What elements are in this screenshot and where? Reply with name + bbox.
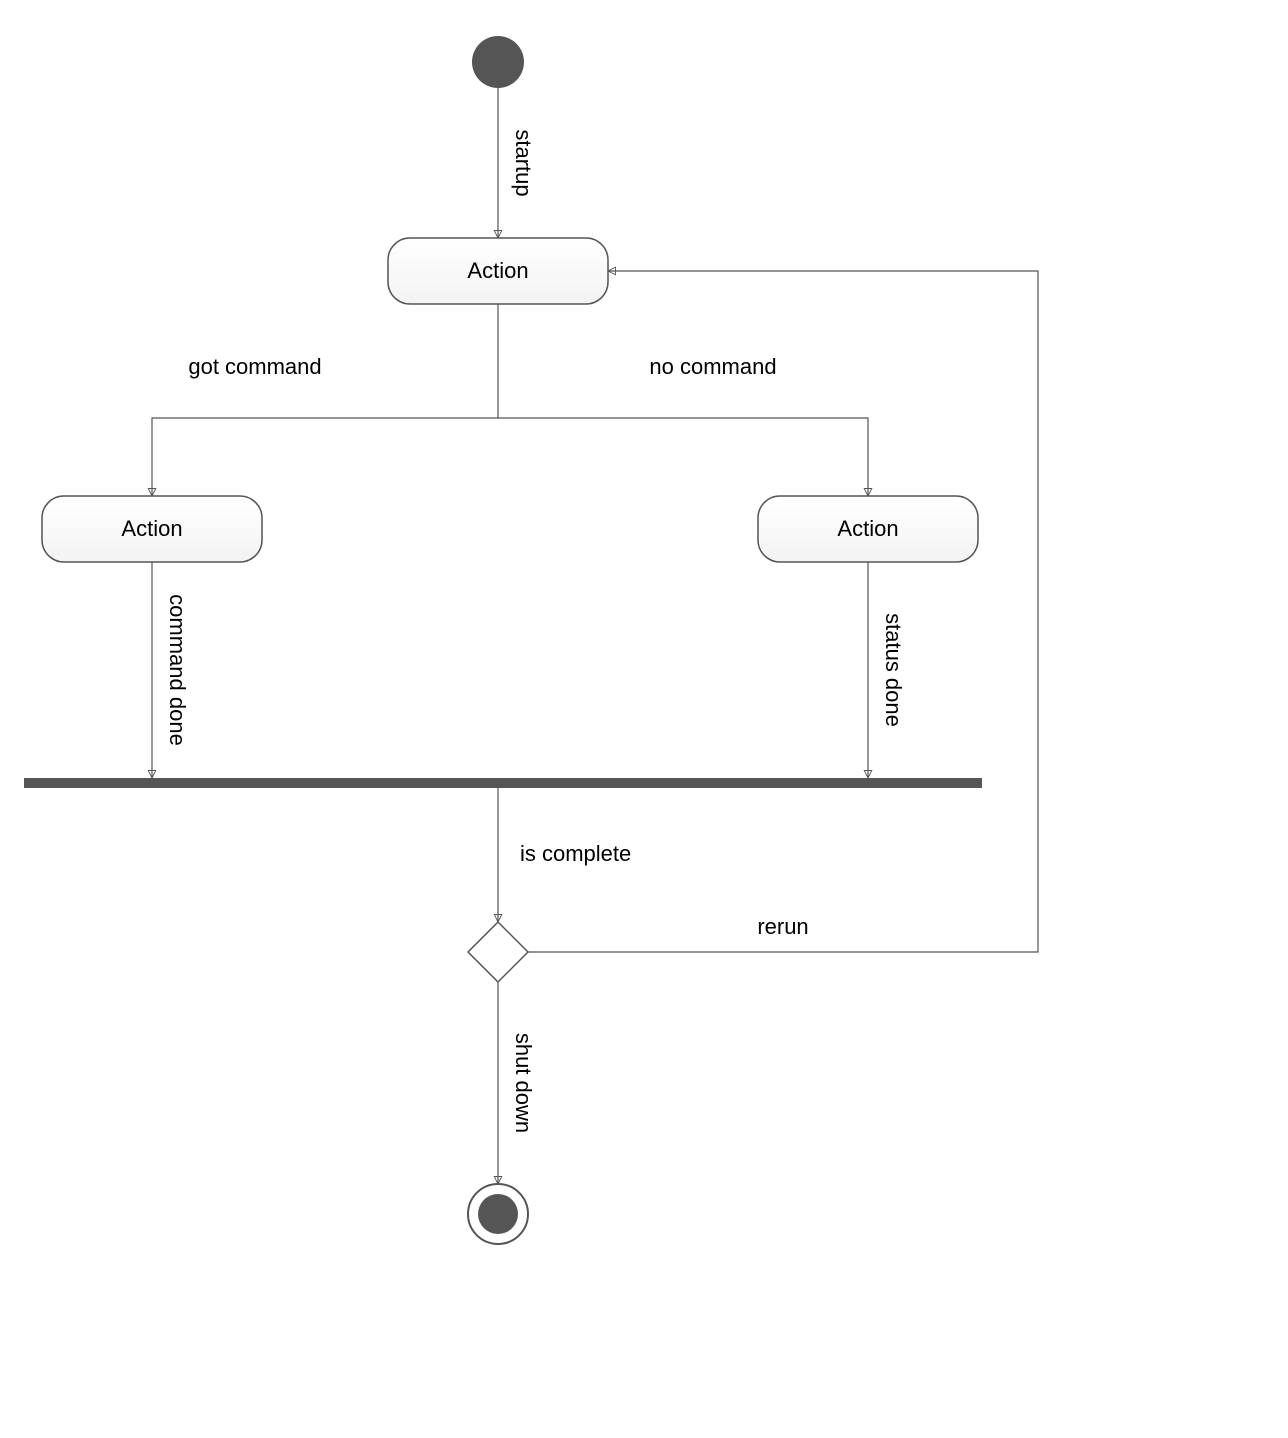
edge-no-command <box>498 418 868 496</box>
decision-node <box>468 922 528 982</box>
edge-label-startup: startup <box>511 129 536 196</box>
join-bar <box>24 778 982 788</box>
edge-label-shut_down: shut down <box>511 1033 536 1133</box>
action-left-label: Action <box>121 516 182 541</box>
edge-label-command_done: command done <box>165 594 190 746</box>
action-right-label: Action <box>837 516 898 541</box>
action-top-label: Action <box>467 258 528 283</box>
activity-diagram: startup got command no command command done… <box>0 0 1288 1438</box>
edge-label-status_done: status done <box>881 613 906 727</box>
edge-label-no_command: no command <box>649 354 776 379</box>
edge-got-command <box>152 418 498 496</box>
initial-node <box>472 36 524 88</box>
final-node-dot <box>478 1194 518 1234</box>
edge-label-got_command: got command <box>188 354 321 379</box>
edge-label-rerun: rerun <box>757 914 808 939</box>
edge-label-is_complete: is complete <box>520 841 631 866</box>
